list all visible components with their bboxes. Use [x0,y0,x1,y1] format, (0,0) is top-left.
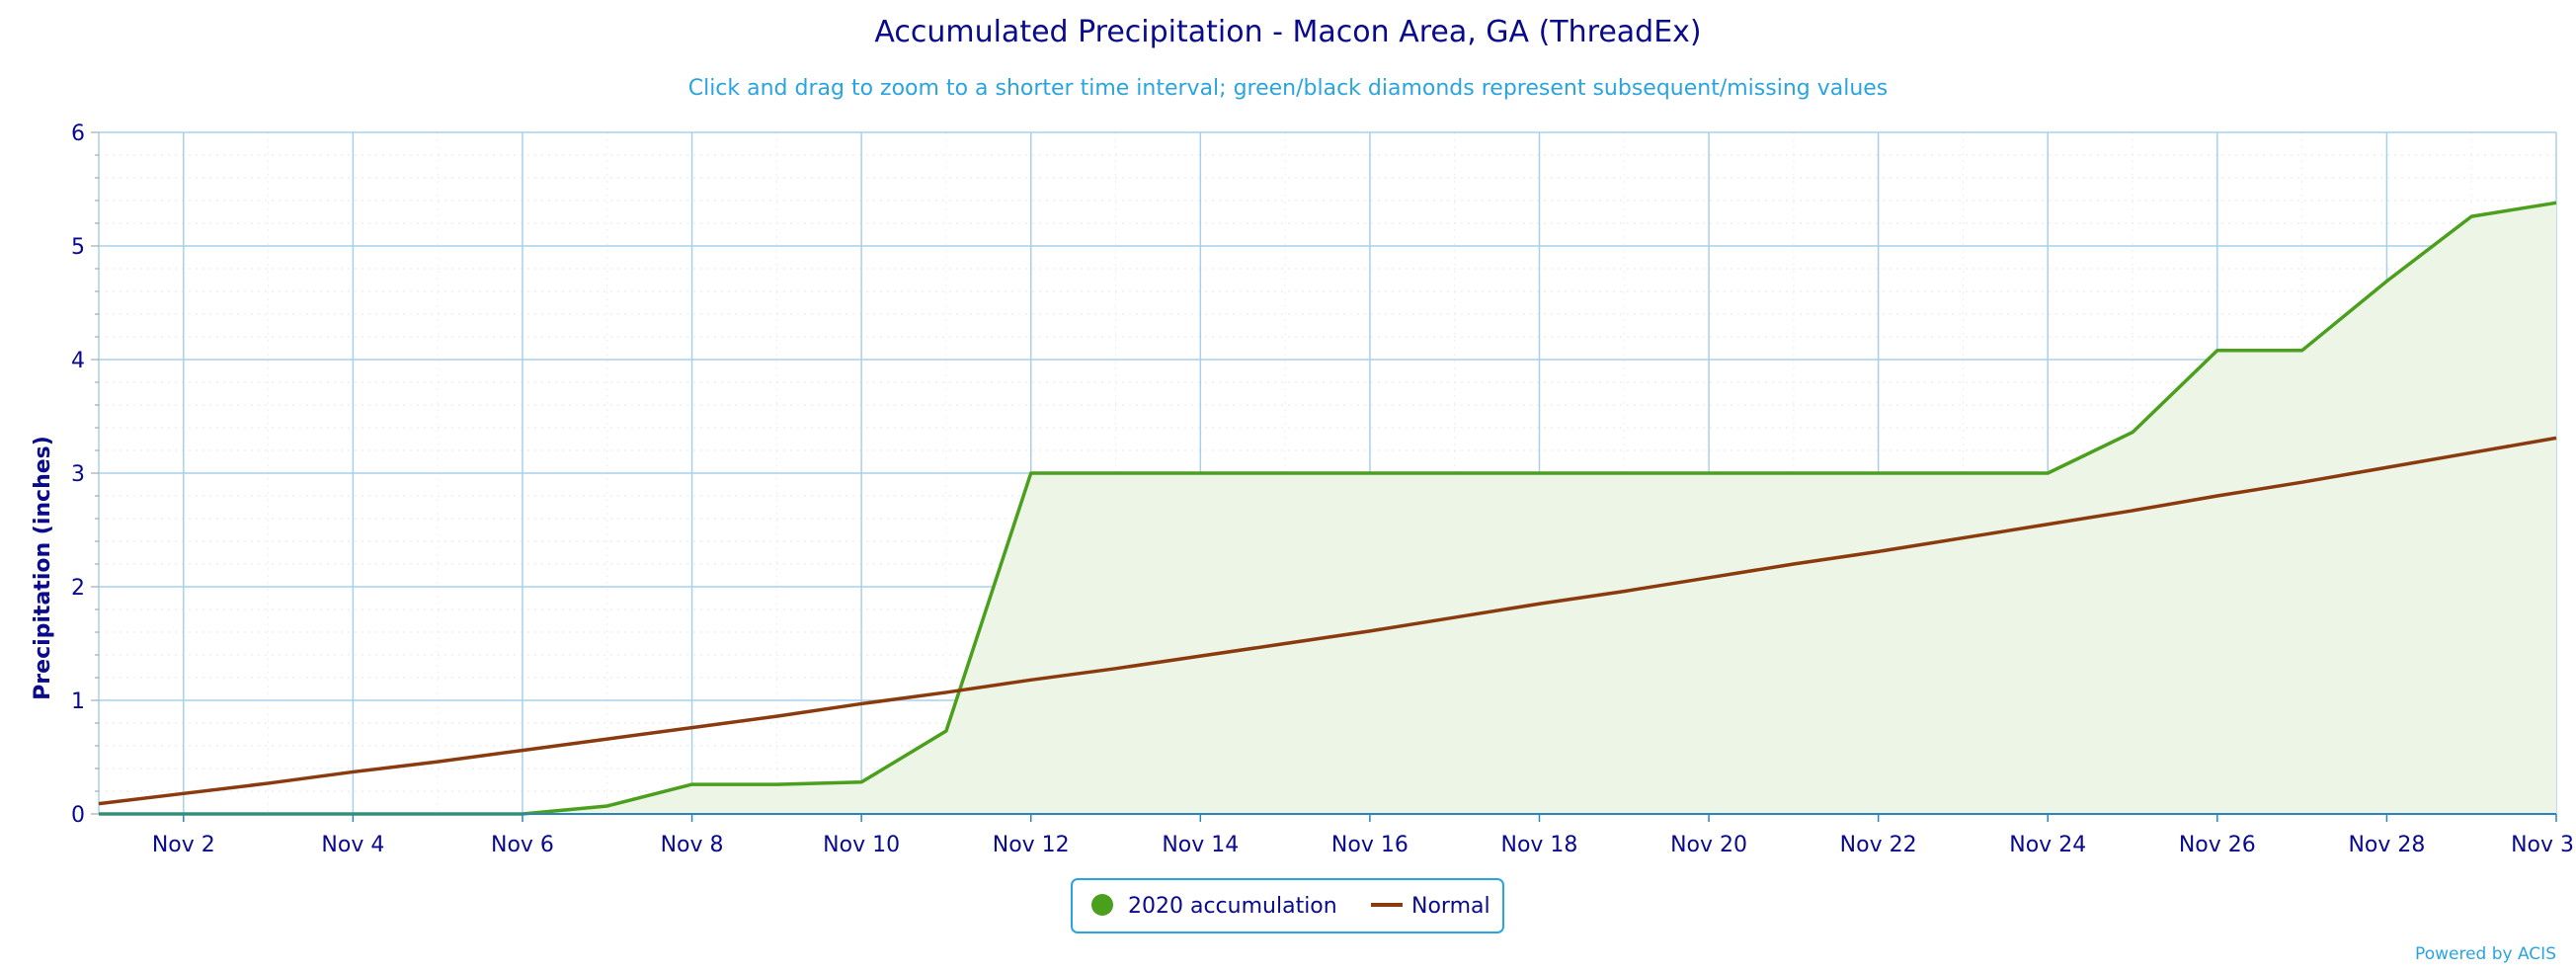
series-2020-accumulation-area [99,202,2556,815]
plot-area[interactable]: 0 1 2 3 4 5 6 Nov 2 Nov 4 Nov 6 Nov 8 Nov 10 Nov 12 N… [71,122,2574,857]
x-tick-label: Nov 4 [321,833,384,857]
x-tick-label: Nov 12 [993,833,1070,857]
x-tick-label: Nov 20 [1670,833,1747,857]
legend-item-2020-accumulation[interactable]: 2020 accumulation [1091,894,1337,919]
x-tick-label: Nov 28 [2348,833,2425,857]
y-tick-label: 1 [71,689,85,714]
y-tick-label: 6 [71,122,85,146]
x-tick-label: Nov 24 [2009,833,2086,857]
y-axis-title: Precipitation (inches) [31,436,55,700]
series-normal-line [98,436,2557,806]
chart-subtitle: Click and drag to zoom to a shorter time… [688,76,1889,101]
y-tick-label: 0 [71,803,85,828]
legend-label-normal: Normal [1411,894,1490,919]
x-tick-label: Nov 22 [1840,833,1917,857]
y-tick-label: 2 [71,576,85,601]
x-tick-label: Nov 18 [1501,833,1578,857]
x-tick-label: Nov 3 [2511,833,2574,857]
chart-title: Accumulated Precipitation - Macon Area, … [874,15,1701,49]
credits-link[interactable]: Powered by ACIS [2415,944,2556,964]
x-tick-label: Nov 8 [661,833,724,857]
x-tick-label: Nov 14 [1162,833,1239,857]
x-tick-label: Nov 2 [152,833,215,857]
x-tick-label: Nov 26 [2179,833,2256,857]
legend: 2020 accumulation Normal [1071,878,1504,933]
legend-item-normal[interactable]: Normal [1371,894,1490,919]
x-tick-label: Nov 16 [1331,833,1409,857]
x-tick-label: Nov 10 [823,833,900,857]
legend-box [1071,878,1504,933]
legend-green-circle-icon [1091,894,1113,916]
y-tick-label: 5 [71,235,85,260]
y-tick-label: 3 [71,462,85,487]
x-tick-label: Nov 6 [491,833,554,857]
y-tick-label: 4 [71,349,85,373]
legend-label-2020-accumulation: 2020 accumulation [1128,894,1337,919]
